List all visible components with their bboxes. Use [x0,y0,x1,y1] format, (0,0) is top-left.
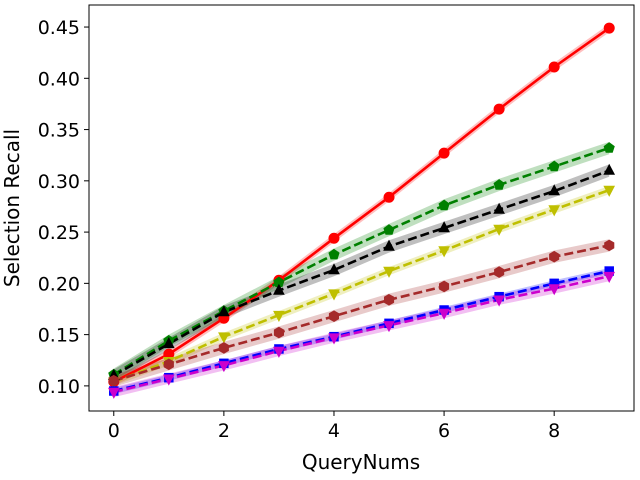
data-point-marker [328,333,340,345]
data-point-marker [493,224,505,236]
series-1-line [113,146,610,376]
y-tick-label: 0.10 [38,376,80,398]
series-markers [107,22,616,399]
data-point-marker [438,147,450,159]
data-point-marker [603,142,615,153]
series-6-line [113,274,610,394]
data-point-marker [218,342,229,354]
data-point-marker [548,205,561,217]
data-point-marker [328,289,340,301]
data-point-marker [273,346,285,358]
data-point-marker [548,160,560,172]
data-point-marker [603,271,616,283]
data-point-marker [383,321,395,333]
data-point-marker [438,199,450,211]
x-axis: 0 2 4 6 8 [108,411,560,442]
data-point-marker [108,374,119,387]
data-point-marker [383,239,395,251]
data-point-marker [162,374,175,386]
data-point-marker [548,61,560,73]
data-point-marker [383,191,395,203]
y-axis-label: Selection Recall [0,129,24,287]
x-tick-label: 6 [438,420,450,442]
data-point-marker [162,337,175,349]
data-point-marker [218,361,230,373]
data-point-marker [493,295,505,307]
data-point-marker [603,185,616,197]
series-3-band [113,186,610,386]
x-tick-label: 2 [218,420,230,442]
series-5-line [113,269,610,393]
data-point-marker [493,179,505,190]
data-point-marker [439,280,450,293]
data-point-marker [107,387,120,399]
y-tick-label: 0.35 [38,120,80,142]
data-point-marker [548,184,561,196]
data-point-marker [493,202,505,214]
data-point-marker [494,266,505,278]
data-point-marker [438,308,450,320]
series-4-line [113,244,610,383]
series-1-band [113,141,610,381]
data-point-marker [493,103,505,115]
y-tick-label: 0.20 [38,273,80,295]
x-tick-label: 0 [108,420,120,442]
y-tick-label: 0.45 [38,17,80,39]
data-point-marker [383,266,395,278]
data-point-marker [163,358,174,371]
series-4-band [113,239,610,387]
series-0-band [113,24,610,386]
data-point-marker [273,283,285,295]
y-tick-label: 0.25 [38,222,80,244]
data-point-marker [548,284,561,296]
data-point-marker [273,326,284,339]
y-tick-label: 0.15 [38,325,80,347]
data-point-marker [328,248,340,260]
x-tick-label: 8 [548,420,560,442]
series-3-line [113,188,610,384]
series-lines [113,27,610,394]
y-tick-label: 0.30 [38,171,80,193]
y-tick-label: 0.40 [38,68,80,90]
series-2-band [113,164,610,382]
data-point-marker [604,239,615,252]
y-axis: 0.10 0.15 0.20 0.25 0.30 0.35 0.40 0.45 [38,17,89,398]
data-point-marker [328,310,339,322]
data-point-marker [603,163,616,175]
data-point-marker [273,310,285,322]
data-point-marker [438,246,450,258]
data-point-marker [218,332,230,344]
data-point-marker [218,305,230,317]
data-point-marker [438,221,450,233]
data-point-marker [603,22,615,34]
x-axis-label: QueryNums [302,450,420,474]
data-point-marker [328,232,340,244]
data-point-marker [328,263,340,275]
plot-area-frame [88,4,635,412]
series-2-line [113,169,610,377]
series-0-line [113,27,610,383]
data-point-marker [383,224,395,235]
data-point-marker [549,250,560,263]
data-point-marker [384,293,395,306]
x-tick-label: 4 [328,420,340,442]
